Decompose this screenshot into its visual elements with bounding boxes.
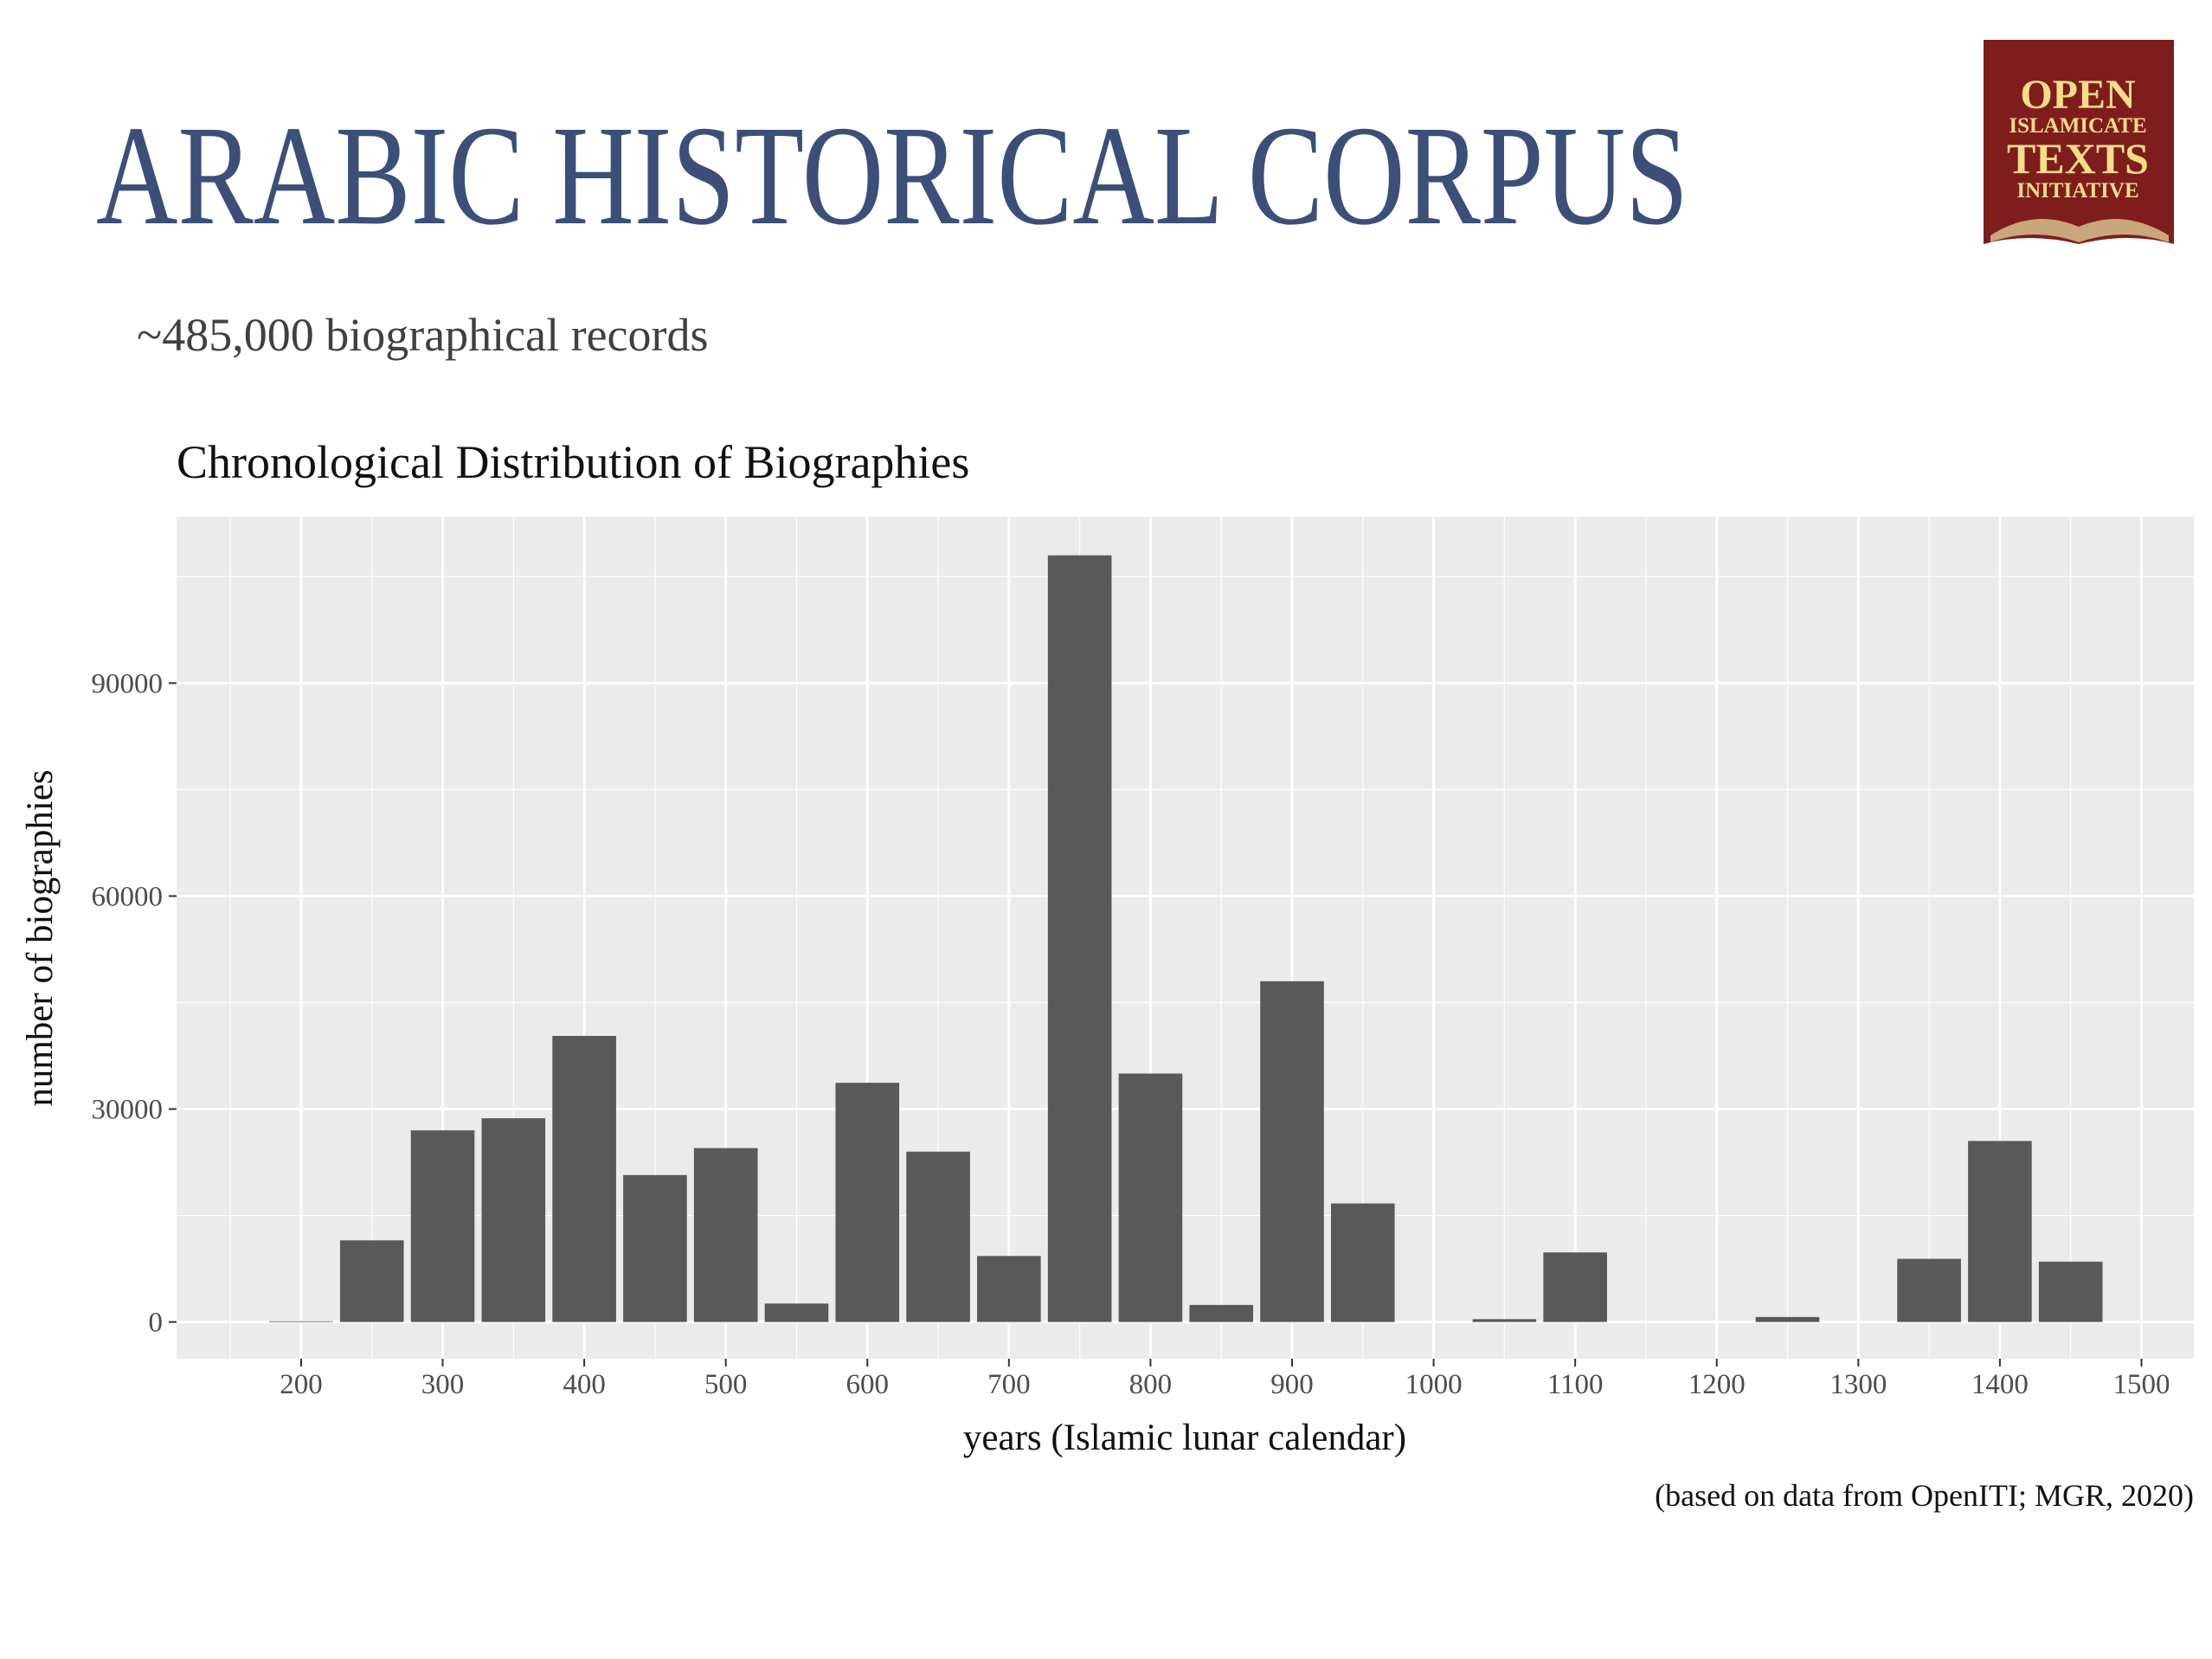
x-tick-label: 400 xyxy=(563,1369,606,1400)
bar xyxy=(835,1083,900,1322)
bar xyxy=(1543,1252,1607,1322)
x-tick-label: 1000 xyxy=(1405,1369,1463,1400)
chart-title: Chronological Distribution of Biographie… xyxy=(177,436,969,488)
caption: (based on data from OpenITI; MGR, 2020) xyxy=(1655,1478,2194,1513)
bar xyxy=(906,1151,970,1322)
slide-subtitle: ~485,000 biographical records xyxy=(137,309,709,361)
bar xyxy=(693,1148,758,1322)
x-tick-label: 700 xyxy=(987,1369,1031,1400)
bar xyxy=(764,1303,829,1322)
bar xyxy=(481,1118,546,1322)
y-tick-label: 60000 xyxy=(92,881,164,912)
logo: OPEN ISLAMICATE TEXTS INITIATIVE xyxy=(1984,40,2174,244)
y-tick-label: 90000 xyxy=(92,668,164,699)
y-axis-label: number of biographies xyxy=(20,769,61,1106)
bar xyxy=(1047,555,1112,1322)
bar xyxy=(1472,1319,1537,1322)
bar xyxy=(1260,981,1324,1322)
x-tick-label: 1200 xyxy=(1688,1369,1746,1400)
logo-text: TEXTS xyxy=(2007,134,2149,183)
x-axis-label: years (Islamic lunar calendar) xyxy=(963,1418,1406,1458)
logo-text: INITIATIVE xyxy=(2016,179,2138,203)
x-tick-label: 1500 xyxy=(2112,1369,2170,1400)
logo-book xyxy=(1990,219,2169,242)
logo-text: OPEN xyxy=(2020,72,2136,118)
bar xyxy=(1118,1073,1183,1322)
plot-panel xyxy=(177,517,2194,1359)
bar xyxy=(552,1036,616,1322)
x-tick-label: 300 xyxy=(421,1369,465,1400)
bar xyxy=(2038,1261,2103,1322)
x-tick-label: 500 xyxy=(704,1369,748,1400)
x-tick-label: 600 xyxy=(846,1369,890,1400)
bar xyxy=(1968,1141,2032,1322)
slide-title: ARABIC HISTORICAL CORPUS xyxy=(96,96,1688,254)
x-tick-label: 200 xyxy=(280,1369,323,1400)
bar xyxy=(1330,1203,1395,1322)
x-tick-label: 1100 xyxy=(1547,1369,1604,1400)
bar xyxy=(339,1240,404,1322)
bar xyxy=(269,1321,333,1322)
bar xyxy=(623,1174,687,1322)
x-tick-label: 1300 xyxy=(1829,1369,1887,1400)
bar xyxy=(1755,1316,1820,1322)
x-tick-label: 900 xyxy=(1270,1369,1314,1400)
x-tick-label: 1400 xyxy=(1971,1369,2029,1400)
y-tick-label: 30000 xyxy=(92,1095,164,1126)
bar xyxy=(1897,1258,1961,1322)
bar xyxy=(977,1256,1041,1322)
x-tick-label: 800 xyxy=(1129,1369,1173,1400)
bar xyxy=(1189,1304,1254,1322)
y-tick-label: 0 xyxy=(149,1308,164,1339)
logo-text: ISLAMICATE xyxy=(2009,114,2146,138)
bar xyxy=(410,1130,475,1322)
logo-background xyxy=(1984,40,2174,244)
